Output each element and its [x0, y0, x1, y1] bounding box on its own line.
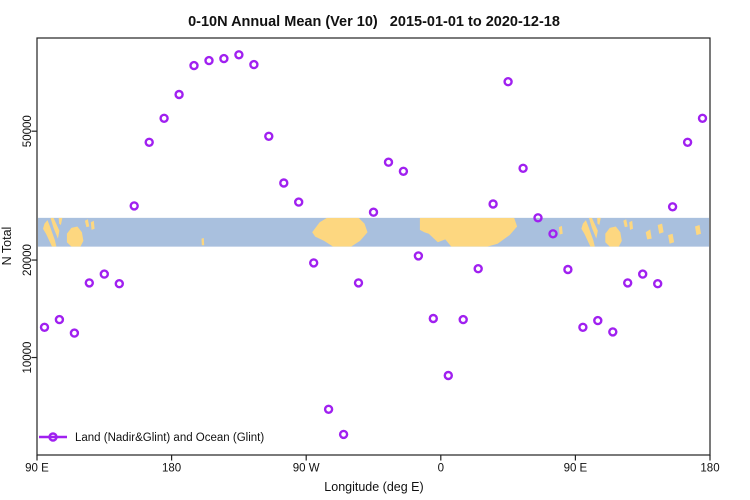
data-point [279, 178, 289, 188]
x-axis-label: Longitude (deg E) [324, 480, 423, 494]
data-point [54, 314, 65, 325]
data-point [697, 113, 708, 124]
land-shape [90, 220, 95, 230]
land-shape [605, 226, 622, 247]
land-shape [50, 217, 60, 239]
chart-title: 0-10N Annual Mean (Ver 10) 2015-01-01 to… [188, 14, 560, 30]
land-shape [201, 238, 205, 246]
data-point [623, 278, 633, 288]
x-tick-label: 0 [438, 463, 444, 475]
x-tick-label: 90 E [564, 463, 588, 475]
data-point [368, 207, 379, 217]
y-axis-label: N Total [0, 227, 14, 266]
data-point [518, 163, 528, 174]
data-point [39, 322, 50, 332]
land-shape [623, 219, 628, 228]
data-point [323, 404, 334, 414]
y-tick-label: 50000 [22, 115, 34, 147]
data-point [159, 113, 169, 124]
data-point [593, 315, 603, 326]
data-point [264, 131, 274, 142]
data-point [129, 201, 139, 211]
data-point [249, 59, 259, 70]
data-point [338, 429, 349, 440]
data-point [548, 229, 558, 239]
plot-box [36, 37, 711, 456]
land-shape [84, 219, 90, 228]
legend-marker-icon [48, 432, 58, 442]
data-point [608, 327, 618, 337]
land-shape [588, 217, 598, 239]
land-shape [597, 217, 601, 225]
data-point [398, 166, 409, 177]
land-shape [657, 223, 664, 234]
data-point [189, 60, 199, 71]
legend-label: Land (Nadir&Glint) and Ocean (Glint) [75, 432, 264, 444]
data-point [653, 279, 663, 289]
data-point [294, 197, 304, 207]
data-point [309, 258, 319, 268]
x-tick-label: 90 W [293, 463, 320, 475]
land-shape [695, 225, 701, 236]
data-point [533, 213, 543, 223]
data-point [473, 264, 483, 274]
data-point [99, 269, 110, 279]
data-point [638, 269, 648, 279]
y-tick-label: 20000 [22, 244, 34, 276]
x-tick-label: 90 E [25, 463, 49, 475]
data-point [114, 279, 125, 289]
land-shape [629, 220, 633, 230]
data-point [413, 251, 424, 261]
land-shape [581, 220, 595, 247]
data-point [144, 137, 154, 148]
map-band [38, 217, 709, 247]
legend: Land (Nadir&Glint) and Ocean (Glint) [39, 432, 264, 444]
data-point [667, 202, 678, 212]
land-shape [558, 225, 563, 235]
data-point [204, 55, 214, 66]
axes: 90 E 180 90 W 0 90 E 180 10000 20000 50000 [22, 37, 720, 475]
land-shape [43, 220, 57, 247]
data-point [353, 278, 364, 288]
data-point [443, 370, 453, 381]
land-shape [419, 217, 518, 247]
data-point [219, 53, 229, 64]
land-shape [668, 233, 675, 244]
data-point [383, 157, 394, 167]
data-point [174, 89, 184, 100]
land-shape [58, 217, 63, 225]
data-point [234, 50, 244, 60]
data-point [578, 322, 588, 332]
data-point [69, 328, 80, 338]
data-point [428, 313, 438, 324]
data-point [503, 76, 513, 87]
data-points [39, 50, 708, 440]
x-tick-label: 180 [162, 463, 181, 475]
x-tick-label: 180 [700, 463, 719, 475]
data-point [488, 199, 498, 209]
land-shape [312, 217, 368, 247]
data-point [682, 137, 693, 148]
data-point [84, 278, 95, 288]
data-point [458, 314, 468, 325]
y-tick-label: 10000 [22, 342, 34, 374]
land-shape [645, 229, 652, 240]
land-shape [66, 226, 84, 247]
data-point [563, 264, 573, 275]
